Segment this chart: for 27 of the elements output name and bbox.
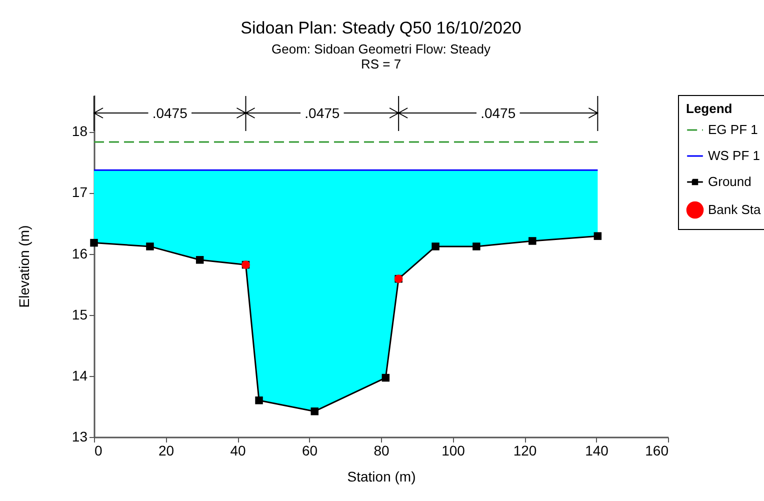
x-tick-label: 120 [513, 442, 537, 458]
y-tick-label: 15 [72, 306, 88, 322]
chart-subtitle: Geom: Sidoan Geometri Flow: Steady RS = 7 [272, 42, 491, 72]
annotation: .0475 [480, 105, 516, 121]
y-tick-label: 16 [72, 245, 88, 262]
y-tick-label: 17 [72, 184, 88, 200]
x-axis-title: Station (m) [347, 468, 416, 484]
annotation: .0475 [304, 105, 340, 121]
x-tick-label: 20 [158, 442, 174, 458]
legend-label: Ground [708, 174, 752, 189]
x-tick-label: 140 [585, 442, 609, 458]
y-tick-label: 13 [72, 428, 88, 444]
x-tick-label: 160 [645, 442, 669, 458]
x-tick-label: 80 [374, 442, 390, 458]
legend-title: Legend [686, 101, 732, 116]
annotation: .0475 [152, 105, 188, 121]
y-axis-title: Elevation (m) [16, 225, 32, 308]
y-tick-label: 18 [72, 123, 88, 140]
x-tick-label: 0 [94, 442, 102, 458]
legend-label: Bank Sta [708, 202, 762, 217]
chart-title: Sidoan Plan: Steady Q50 16/10/2020 [240, 18, 522, 38]
x-tick-label: 100 [442, 442, 466, 458]
x-tick-label: 60 [302, 442, 318, 458]
x-tick-label: 40 [230, 442, 246, 458]
y-tick-label: 14 [72, 367, 88, 384]
legend-label: WS PF 1 [708, 148, 760, 163]
legend-label: EG PF 1 [708, 122, 758, 137]
